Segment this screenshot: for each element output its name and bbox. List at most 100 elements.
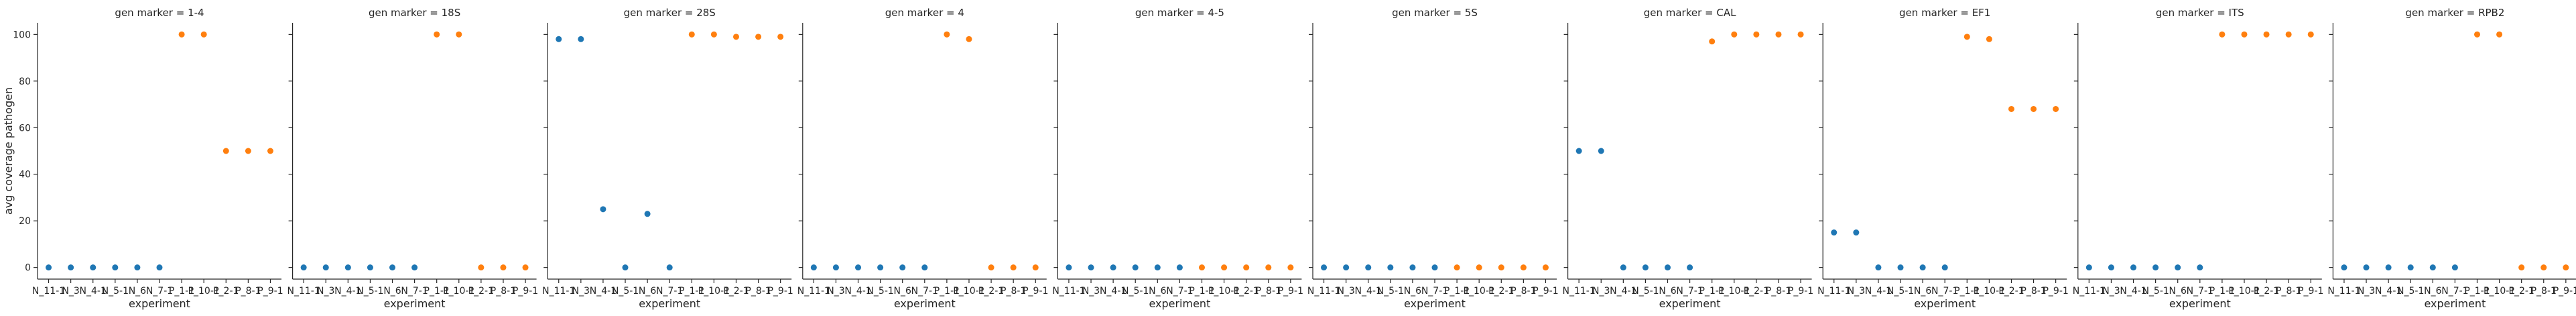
- x-tick-label: P_8-1: [2020, 286, 2046, 297]
- x-tick-label: N_4-1: [80, 286, 107, 297]
- data-point-n: [644, 211, 651, 217]
- data-point-p: [2563, 264, 2569, 271]
- x-tick-label: N_7-1: [1676, 286, 1703, 297]
- data-point-n: [1176, 264, 1183, 271]
- data-point-n: [90, 264, 96, 271]
- x-tick-label: P_10-1: [188, 286, 220, 297]
- data-point-n: [344, 264, 351, 271]
- x-tick-label: N_7-1: [401, 286, 428, 297]
- data-point-p: [1198, 264, 1205, 271]
- x-tick-label: N_6: [639, 286, 656, 297]
- data-point-n: [832, 264, 839, 271]
- data-point-n: [2407, 264, 2414, 271]
- data-point-n: [1387, 264, 1394, 271]
- data-point-n: [1575, 148, 1582, 154]
- x-tick-label: P_2-1: [1488, 286, 1514, 297]
- x-tick-label: N_5-1: [612, 286, 639, 297]
- x-tick-label: N_11-1: [797, 286, 830, 297]
- x-tick-label: P_1-1: [679, 286, 704, 297]
- data-point-n: [877, 264, 884, 271]
- data-point-n: [899, 264, 906, 271]
- data-point-p: [1520, 264, 1527, 271]
- x-tick-label: P_9-1: [257, 286, 283, 297]
- data-point-p: [1265, 264, 1272, 271]
- data-point-n: [2152, 264, 2159, 271]
- data-point-n: [367, 264, 373, 271]
- data-point-p: [2241, 31, 2248, 38]
- data-point-n: [1941, 264, 1948, 271]
- data-point-p: [522, 264, 529, 271]
- x-tick-label: N_7-1: [2187, 286, 2213, 297]
- x-tick-label: P_8-1: [491, 286, 516, 297]
- x-tick-label: N_4-1: [1100, 286, 1126, 297]
- x-tick-label: P_2-1: [1998, 286, 2024, 297]
- data-point-p: [1963, 34, 1970, 40]
- x-tick-label: P_10-1: [698, 286, 730, 297]
- facet-title: gen marker = 18S: [369, 7, 460, 19]
- x-tick-label: P_9-1: [513, 286, 538, 297]
- data-point-n: [1365, 264, 1372, 271]
- data-point-p: [732, 34, 739, 40]
- data-point-p: [966, 36, 972, 42]
- x-tick-label: P_10-1: [1208, 286, 1240, 297]
- data-point-n: [112, 264, 119, 271]
- x-tick-label: P_9-1: [2043, 286, 2068, 297]
- data-point-p: [456, 31, 462, 38]
- data-point-p: [478, 264, 485, 271]
- x-tick-label: P_9-1: [1278, 286, 1303, 297]
- data-point-p: [1542, 264, 1549, 271]
- x-tick-label: N_7-1: [2441, 286, 2468, 297]
- y-tick-label: 20: [19, 216, 31, 227]
- x-tick-label: N_7-1: [1166, 286, 1193, 297]
- x-tick-label: N_4-1: [1610, 286, 1636, 297]
- data-point-n: [1919, 264, 1926, 271]
- data-point-n: [1598, 148, 1604, 154]
- x-tick-label: N_7-1: [656, 286, 683, 297]
- data-point-n: [921, 264, 928, 271]
- x-tick-label: N_4-1: [1355, 286, 1382, 297]
- data-point-n: [156, 264, 163, 271]
- data-point-p: [1287, 264, 1294, 271]
- data-point-n: [46, 264, 52, 271]
- x-tick-label: P_2-1: [468, 286, 494, 297]
- data-point-n: [1343, 264, 1350, 271]
- data-point-n: [1409, 264, 1416, 271]
- x-tick-label: N_5-1: [1887, 286, 1914, 297]
- data-point-n: [1687, 264, 1693, 271]
- data-point-p: [1221, 264, 1228, 271]
- x-tick-label: N_6: [1659, 286, 1676, 297]
- x-tick-label: N_11-1: [32, 286, 65, 297]
- x-tick-label: N_5-1: [102, 286, 129, 297]
- data-point-p: [2285, 31, 2292, 38]
- data-point-p: [2473, 31, 2480, 38]
- x-tick-label: N_3: [1337, 286, 1354, 297]
- x-tick-label: N_3: [2358, 286, 2375, 297]
- x-tick-label: N_4-1: [334, 286, 361, 297]
- x-tick-label: N_11-1: [2327, 286, 2360, 297]
- x-tick-label: N_11-1: [1307, 286, 1340, 297]
- data-point-n: [1154, 264, 1161, 271]
- x-tick-label: N_11-1: [1817, 286, 1850, 297]
- data-point-n: [578, 36, 584, 42]
- data-point-p: [777, 34, 784, 40]
- data-point-p: [2031, 105, 2037, 112]
- x-tick-label: N_4-1: [844, 286, 871, 297]
- data-point-n: [68, 264, 74, 271]
- data-point-p: [1498, 264, 1504, 271]
- y-tick-label: 100: [13, 30, 31, 40]
- data-point-p: [200, 31, 207, 38]
- facet-title: gen marker = 4-5: [1135, 7, 1224, 19]
- x-axis-label: experiment: [1404, 297, 1466, 310]
- data-point-p: [1709, 38, 1716, 45]
- data-point-n: [556, 36, 562, 42]
- data-point-n: [2130, 264, 2137, 271]
- x-tick-label: P_9-1: [767, 286, 793, 297]
- data-point-p: [1775, 31, 1782, 38]
- data-point-n: [1088, 264, 1094, 271]
- x-tick-label: P_10-1: [953, 286, 984, 297]
- data-point-n: [1066, 264, 1072, 271]
- data-point-p: [2307, 31, 2314, 38]
- data-point-p: [2008, 105, 2014, 112]
- x-tick-label: P_2-1: [978, 286, 1004, 297]
- x-tick-label: N_6: [894, 286, 911, 297]
